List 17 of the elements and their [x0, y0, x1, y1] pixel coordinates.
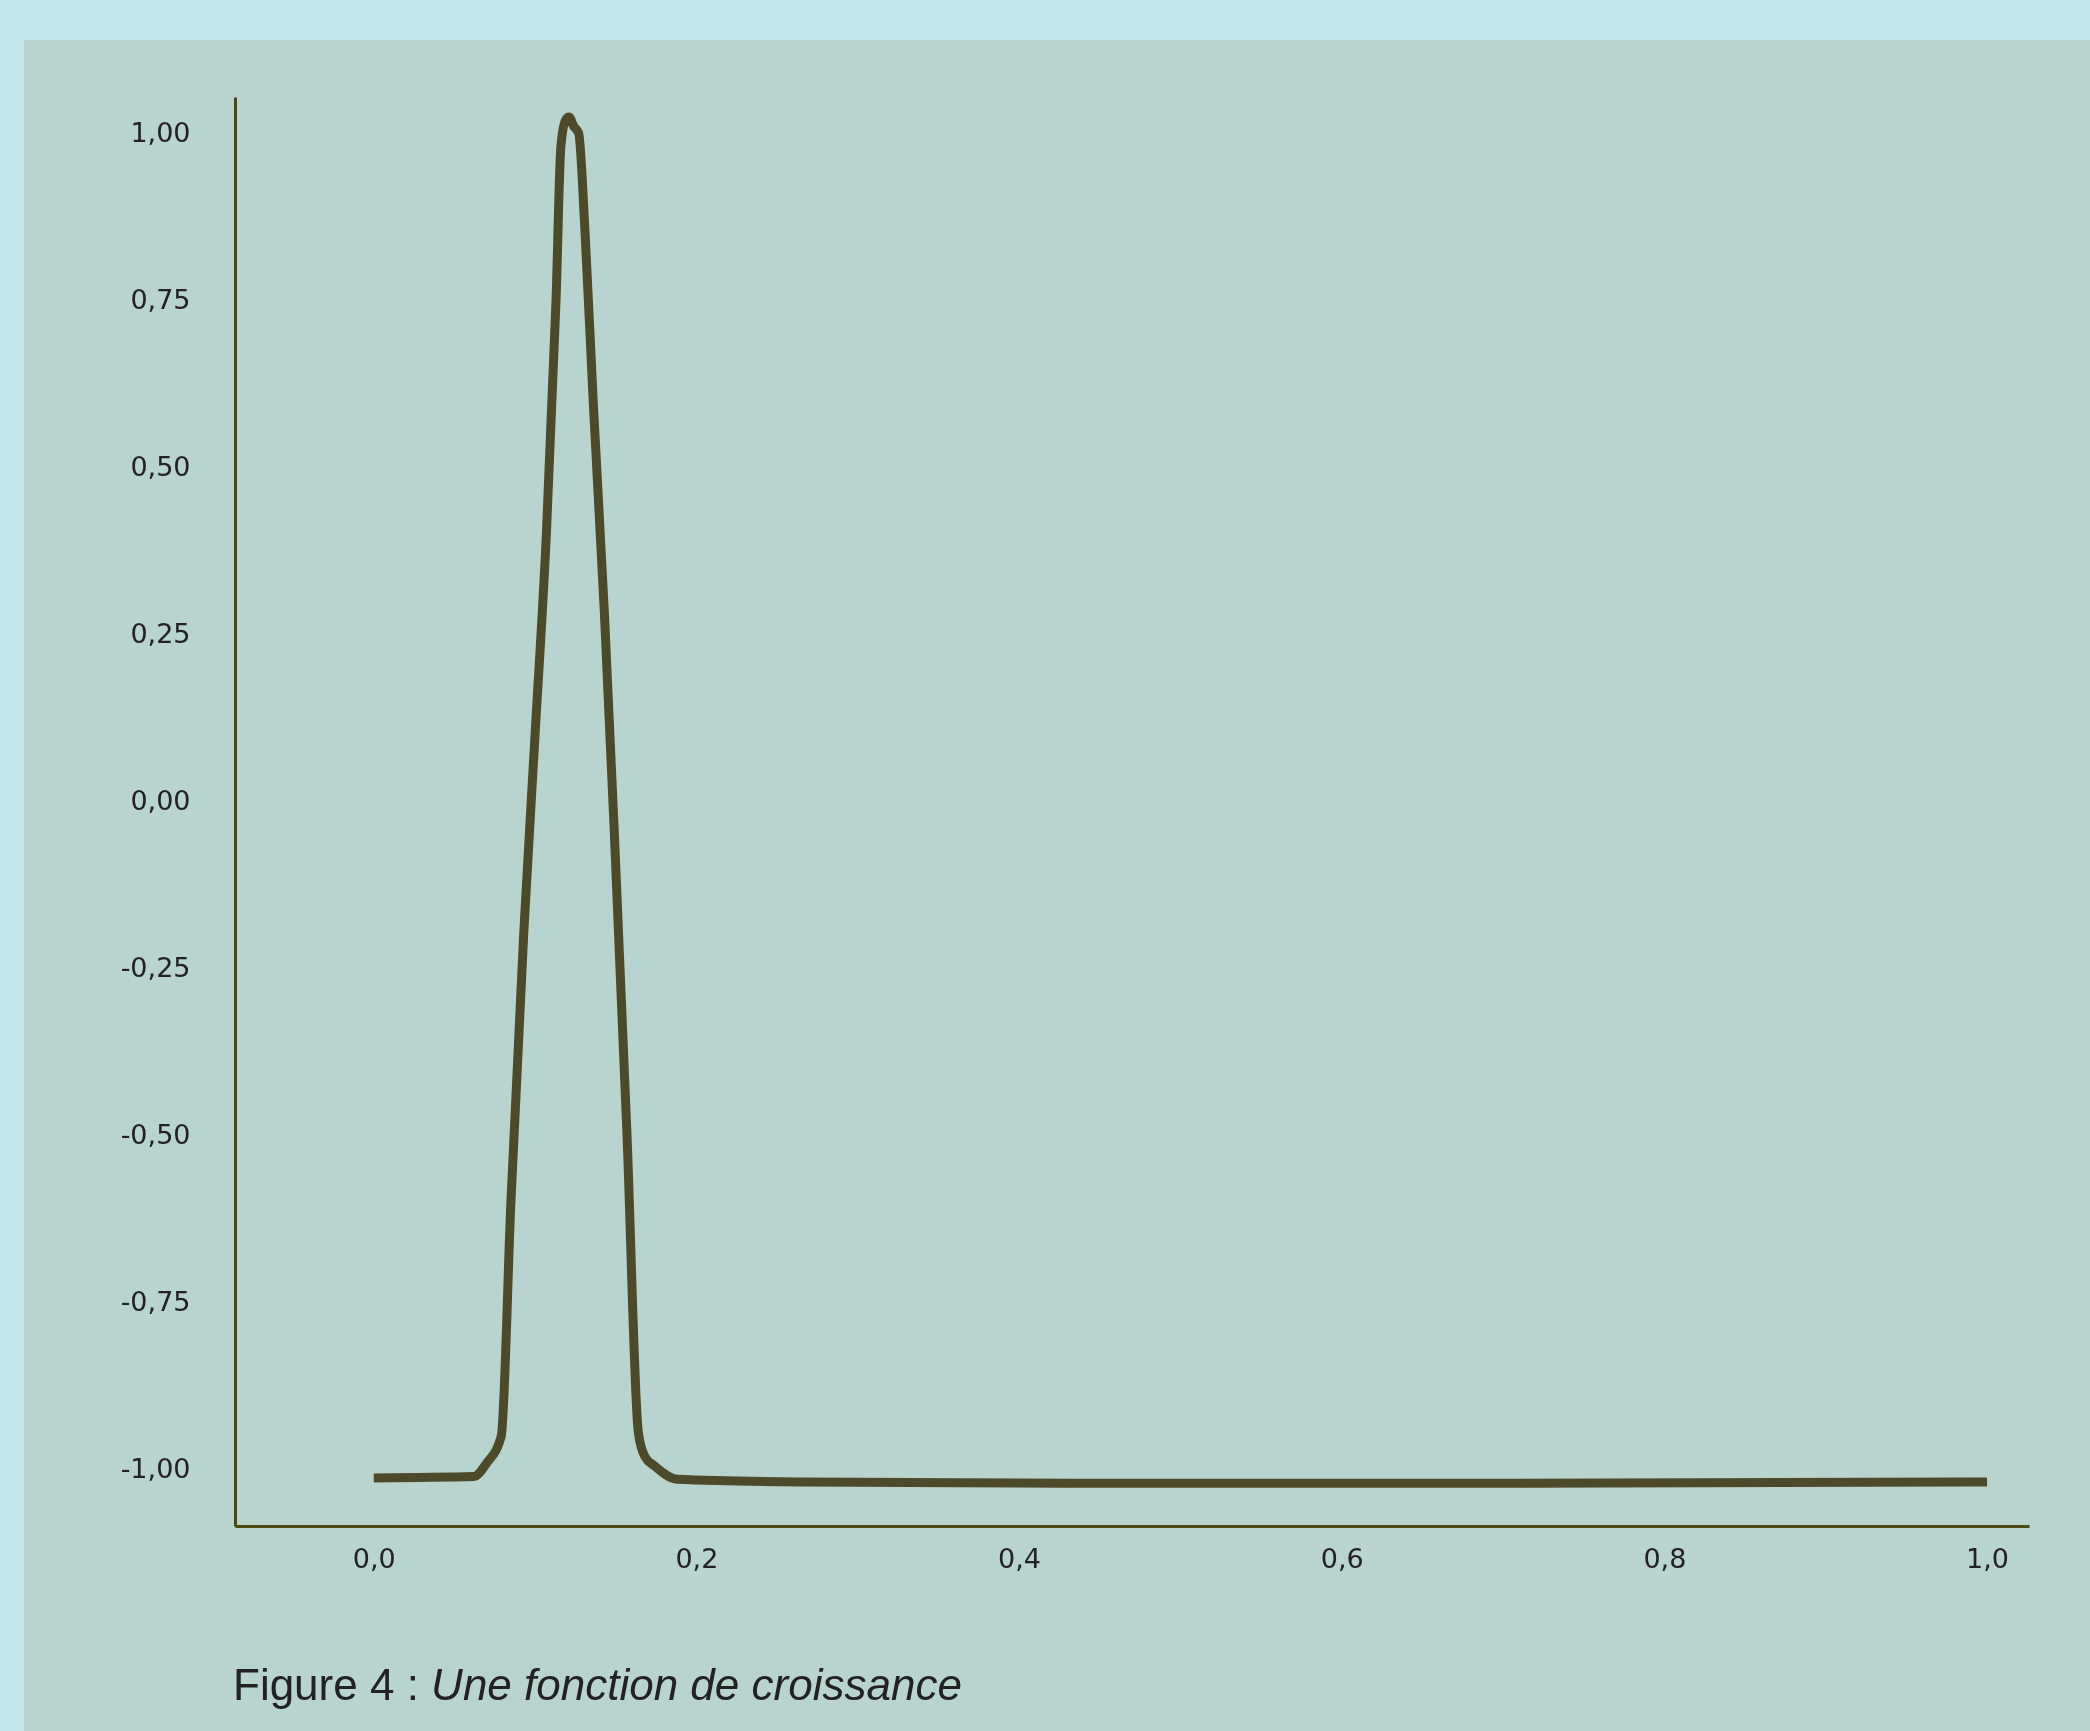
y-tick-label: 0,00	[130, 784, 191, 816]
y-tick-label: 0,50	[130, 450, 191, 482]
x-tick-label: 1,0	[1966, 1542, 2010, 1574]
x-tick-label: 0,4	[998, 1542, 1042, 1574]
x-tick-label: 0,8	[1643, 1542, 1687, 1574]
x-tick-label: 0,0	[352, 1542, 396, 1574]
y-tick-label: -0,25	[120, 952, 191, 984]
x-tick-label: 0,6	[1320, 1542, 1364, 1574]
caption: Figure 4 :	[233, 1660, 419, 1709]
x-tick-label: 0,2	[675, 1542, 719, 1574]
text: Une fonction de croissance	[430, 1660, 962, 1709]
y-tick-label: -1,00	[120, 1453, 191, 1485]
y-tick-label: -0,75	[120, 1286, 191, 1318]
y-tick-label: 0,25	[130, 617, 191, 649]
y-tick-label: 0,75	[130, 283, 191, 315]
y-tick-label: 1,00	[130, 116, 191, 148]
y-tick-label: -0,50	[120, 1119, 191, 1151]
